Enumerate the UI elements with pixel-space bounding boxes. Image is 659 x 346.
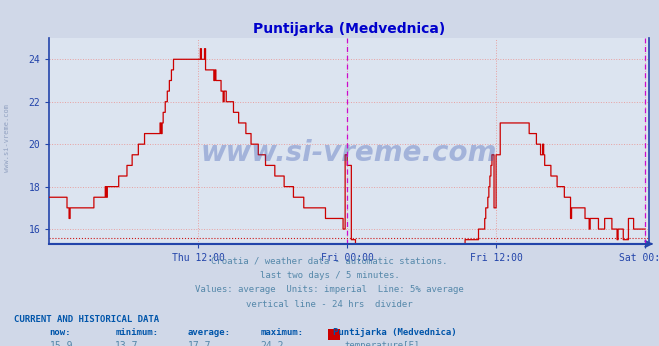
Text: www.si-vreme.com: www.si-vreme.com	[3, 104, 10, 172]
Text: CURRENT AND HISTORICAL DATA: CURRENT AND HISTORICAL DATA	[14, 315, 159, 324]
Text: 24.2: 24.2	[260, 341, 284, 346]
Text: average:: average:	[188, 328, 231, 337]
Title: Puntijarka (Medvednica): Puntijarka (Medvednica)	[253, 21, 445, 36]
Text: temperature[F]: temperature[F]	[344, 341, 419, 346]
Text: Croatia / weather data - automatic stations.: Croatia / weather data - automatic stati…	[212, 256, 447, 265]
Text: 15.9: 15.9	[49, 341, 73, 346]
Text: vertical line - 24 hrs  divider: vertical line - 24 hrs divider	[246, 300, 413, 309]
Text: www.si-vreme.com: www.si-vreme.com	[201, 139, 498, 167]
Text: Values: average  Units: imperial  Line: 5% average: Values: average Units: imperial Line: 5%…	[195, 285, 464, 294]
Text: minimum:: minimum:	[115, 328, 158, 337]
Text: 17.7: 17.7	[188, 341, 212, 346]
Text: last two days / 5 minutes.: last two days / 5 minutes.	[260, 271, 399, 280]
Text: Puntijarka (Medvednica): Puntijarka (Medvednica)	[333, 328, 457, 337]
Text: 13.7: 13.7	[115, 341, 139, 346]
Text: maximum:: maximum:	[260, 328, 303, 337]
Text: now:: now:	[49, 328, 71, 337]
